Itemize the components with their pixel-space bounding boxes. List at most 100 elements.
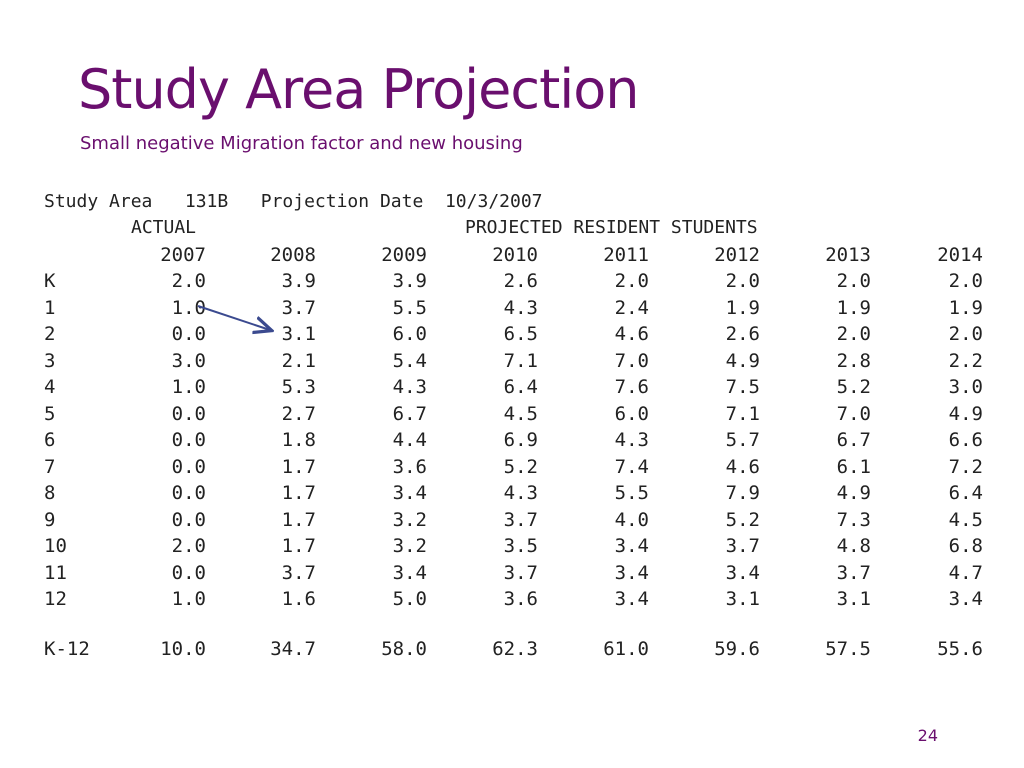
table-cell: 5.0: [392, 588, 427, 610]
table-cell: 6.0: [392, 323, 427, 345]
table-cell: 0.0: [171, 508, 206, 531]
table-cell: 3.6: [503, 588, 538, 610]
table-cell: 1.8: [281, 429, 316, 451]
table-cell: 3.7: [836, 561, 871, 584]
table-cell: 4.3: [503, 296, 538, 319]
table-cell: 3.4: [948, 588, 983, 610]
table-cell: 3.4: [725, 561, 760, 584]
table-cell: 3.0: [171, 349, 206, 372]
table-cell: 0.0: [171, 455, 206, 478]
grade-label: K-12: [44, 638, 90, 660]
table-cell: 2.0: [614, 270, 649, 292]
table-cell: 6.4: [948, 482, 983, 504]
year-header: 2013: [825, 244, 871, 266]
actual-label: ACTUAL: [131, 217, 197, 238]
table-cell: 58.0: [381, 638, 427, 660]
table-cell: 5.3: [281, 376, 316, 398]
table-cell: 2.8: [836, 349, 871, 372]
table-cell: 2.0: [171, 535, 206, 557]
slide-title: Study Area Projection: [78, 58, 640, 121]
year-header: 2014: [937, 244, 983, 266]
year-header: 2011: [603, 244, 649, 266]
table-cell: 2.0: [725, 270, 760, 292]
year-header: 2009: [381, 244, 427, 266]
table-cell: 6.8: [948, 535, 983, 557]
table-cell: 3.4: [614, 535, 649, 557]
table-cell: 3.7: [503, 508, 538, 531]
table-cell: 3.4: [392, 482, 427, 504]
table-cell: 0.0: [171, 482, 206, 504]
table-cell: 1.0: [171, 296, 206, 319]
table-cell: 2.7: [281, 402, 316, 425]
table-cell: 0.0: [171, 402, 206, 425]
table-cell: 1.6: [281, 588, 316, 610]
table-cell: 2.0: [836, 323, 871, 345]
year-header: 2012: [714, 244, 760, 266]
table-cell: 55.6: [937, 638, 983, 660]
year-header: 2007: [160, 244, 206, 266]
grade-label: 12: [44, 588, 67, 610]
table-cell: 6.5: [503, 323, 538, 345]
table-cell: 1.9: [836, 296, 871, 319]
table-cell: 1.0: [171, 376, 206, 398]
table-cell: 2.0: [948, 270, 983, 292]
table-cell: 7.1: [503, 349, 538, 372]
table-cell: 5.2: [725, 508, 760, 531]
table-cell: 3.7: [281, 561, 316, 584]
table-cell: 2.0: [836, 270, 871, 292]
table-cell: 7.1: [725, 402, 760, 425]
table-cell: 5.2: [836, 376, 871, 398]
year-header: 2010: [492, 244, 538, 266]
grade-label: 3: [44, 349, 56, 372]
table-cell: 61.0: [603, 638, 649, 660]
table-cell: 1.7: [281, 508, 316, 531]
grade-label: 4: [44, 376, 56, 398]
table-cell: 4.6: [725, 455, 760, 478]
table-cell: 3.9: [392, 270, 427, 292]
table-cell: 2.1: [281, 349, 316, 372]
grade-label: 5: [44, 402, 56, 425]
table-cell: 4.9: [725, 349, 760, 372]
table-cell: 7.4: [614, 455, 649, 478]
table-cell: 7.2: [948, 455, 983, 478]
table-cell: 3.7: [281, 296, 316, 319]
table-cell: 3.1: [281, 323, 316, 345]
table-cell: 2.2: [948, 349, 983, 372]
table-cell: 3.2: [392, 508, 427, 531]
grade-label: K: [44, 270, 56, 292]
page-number: 24: [917, 726, 938, 745]
year-header: 2008: [270, 244, 316, 266]
table-cell: 62.3: [492, 638, 538, 660]
table-cell: 6.7: [836, 429, 871, 451]
table-cell: 6.4: [503, 376, 538, 398]
printout-header-line: Study Area 131B Projection Date 10/3/200…: [44, 191, 543, 212]
table-cell: 4.6: [614, 323, 649, 345]
table-cell: 3.4: [614, 588, 649, 610]
table-cell: 3.6: [392, 455, 427, 478]
table-cell: 6.9: [503, 429, 538, 451]
table-cell: 3.0: [948, 376, 983, 398]
table-cell: 3.7: [503, 561, 538, 584]
table-cell: 1.7: [281, 482, 316, 504]
table-cell: 10.0: [160, 638, 206, 660]
table-cell: 3.2: [392, 535, 427, 557]
table-cell: 59.6: [714, 638, 760, 660]
table-cell: 2.0: [948, 323, 983, 345]
table-cell: 1.7: [281, 535, 316, 557]
table-cell: 3.9: [281, 270, 316, 292]
table-cell: 4.4: [392, 429, 427, 451]
table-cell: 1.0: [171, 588, 206, 610]
table-cell: 7.6: [614, 376, 649, 398]
table-cell: 4.7: [948, 561, 983, 584]
table-cell: 3.1: [836, 588, 871, 610]
table-cell: 2.0: [171, 270, 206, 292]
table-cell: 6.6: [948, 429, 983, 451]
table-cell: 0.0: [171, 323, 206, 345]
table-cell: 7.0: [614, 349, 649, 372]
table-cell: 5.2: [503, 455, 538, 478]
table-cell: 57.5: [825, 638, 871, 660]
grade-label: 6: [44, 429, 56, 451]
table-cell: 7.3: [836, 508, 871, 531]
table-cell: 4.3: [503, 482, 538, 504]
